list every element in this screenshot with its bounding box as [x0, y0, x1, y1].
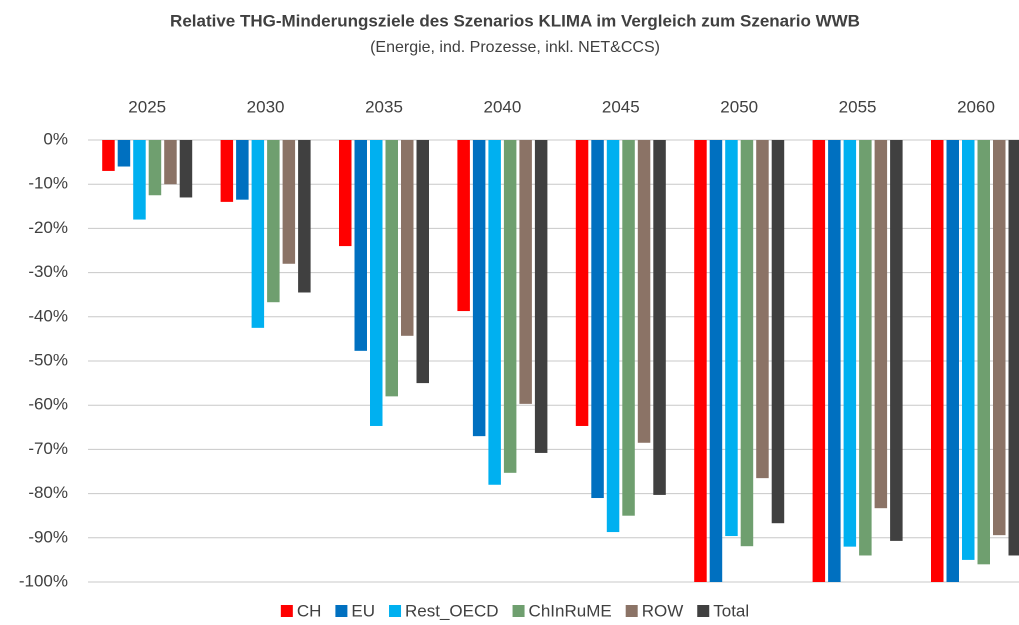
bar [1008, 140, 1019, 556]
bar [606, 140, 620, 533]
bar [236, 140, 249, 200]
bar [931, 140, 944, 582]
legend-label: ROW [642, 601, 684, 620]
y-tick-label: -70% [28, 439, 68, 458]
bar [457, 140, 470, 312]
y-tick-label: -40% [28, 306, 68, 325]
chart-title: Relative THG-Minderungsziele des Szenari… [170, 11, 860, 30]
bar [828, 140, 841, 582]
bar [133, 140, 146, 220]
bar [370, 140, 383, 426]
bar [874, 140, 888, 509]
bar [812, 140, 826, 582]
bar [179, 140, 193, 198]
bar [354, 140, 367, 351]
bar [890, 140, 903, 541]
y-tick-label: -80% [28, 483, 68, 502]
legend-label: CH [297, 601, 322, 620]
bar [946, 140, 959, 582]
x-tick-label: 2030 [247, 97, 285, 116]
legend-label: EU [351, 601, 375, 620]
y-tick-label: -50% [28, 350, 68, 369]
y-tick-label: -10% [28, 174, 68, 193]
bar [622, 140, 635, 516]
bar [653, 140, 666, 495]
x-tick-label: 2040 [483, 97, 521, 116]
bar [102, 140, 115, 171]
y-tick-label: -20% [28, 218, 68, 237]
bar [756, 140, 769, 479]
legend-label: Total [713, 601, 749, 620]
x-tick-label: 2035 [365, 97, 403, 116]
bar [385, 140, 398, 397]
bar [575, 140, 589, 426]
bar [339, 140, 352, 247]
bar [534, 140, 548, 453]
bar [148, 140, 162, 196]
bar [977, 140, 990, 565]
bar [740, 140, 754, 547]
legend-swatch [280, 605, 293, 617]
chart-subtitle: (Energie, ind. Prozesse, inkl. NET&CCS) [370, 39, 660, 56]
bar [220, 140, 234, 202]
legend-swatch [697, 605, 710, 617]
y-tick-label: -30% [28, 262, 68, 281]
bar [488, 140, 501, 485]
bar [725, 140, 738, 537]
bar [519, 140, 532, 404]
bar [503, 140, 517, 473]
legend-swatch [389, 605, 402, 617]
bar [472, 140, 486, 437]
bar [993, 140, 1006, 536]
bar [267, 140, 280, 303]
bar [282, 140, 296, 264]
legend-label: ChInRuME [529, 601, 612, 620]
bar [859, 140, 872, 556]
bar [962, 140, 975, 560]
bar [637, 140, 651, 443]
bar [117, 140, 131, 167]
bar [251, 140, 265, 328]
bar [709, 140, 723, 582]
bar [591, 140, 604, 499]
y-tick-label: -90% [28, 527, 68, 546]
y-tick-label: -100% [19, 571, 68, 590]
x-tick-label: 2055 [839, 97, 877, 116]
x-tick-label: 2060 [957, 97, 995, 116]
bar [164, 140, 177, 185]
bar [843, 140, 857, 547]
bar [401, 140, 414, 336]
x-tick-label: 2050 [720, 97, 758, 116]
bar [771, 140, 785, 524]
legend-swatch [512, 605, 525, 617]
legend-label: Rest_OECD [405, 601, 499, 620]
bar [298, 140, 311, 293]
legend-swatch [335, 605, 348, 617]
y-tick-label: 0% [43, 129, 68, 148]
x-tick-label: 2025 [128, 97, 166, 116]
legend-swatch [625, 605, 638, 617]
y-tick-label: -60% [28, 395, 68, 414]
bar [416, 140, 429, 384]
x-tick-label: 2045 [602, 97, 640, 116]
bar [694, 140, 707, 582]
